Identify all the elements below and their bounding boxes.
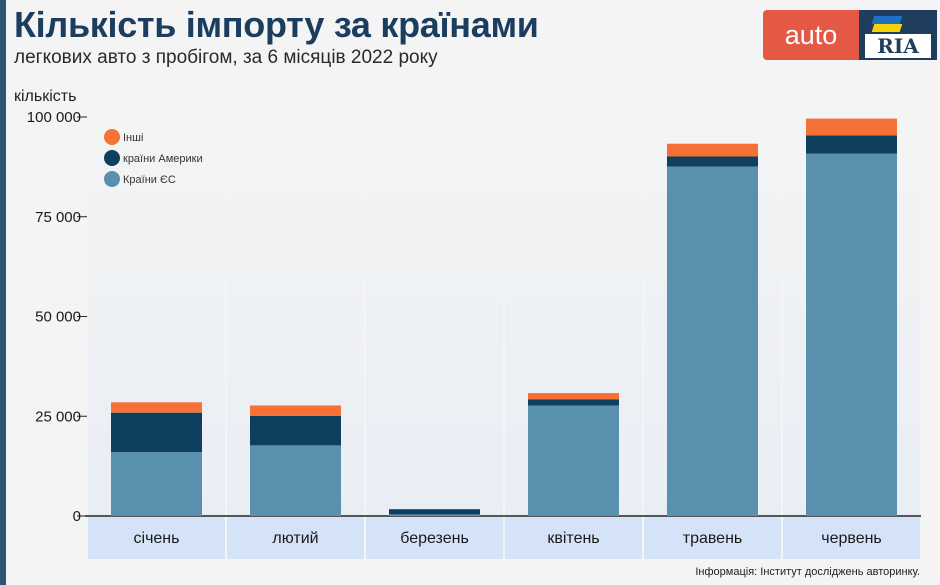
bar-segment <box>111 402 202 413</box>
y-tick-label: 75 000 <box>35 209 81 226</box>
bar-segment <box>528 399 619 406</box>
legend-marker <box>104 171 120 187</box>
legend-label: Інші <box>123 132 143 144</box>
logo-ria-text: RIA <box>865 34 931 58</box>
x-category-label: квітень <box>547 530 599 547</box>
y-tick-label: 0 <box>73 508 81 525</box>
bar-segment <box>806 135 897 154</box>
x-category-label: березень <box>400 530 469 547</box>
logo-auto-text: auto <box>763 10 859 60</box>
bar-segment <box>250 405 341 416</box>
bar-segment <box>389 509 480 515</box>
bar-segment <box>667 166 758 516</box>
legend-label: країни Америки <box>123 153 203 165</box>
category-band <box>227 517 364 559</box>
bar-segment <box>250 415 341 446</box>
bar-segment <box>111 452 202 516</box>
chart-subtitle: легкових авто з пробігом, за 6 місяців 2… <box>14 47 438 68</box>
bar-segment <box>806 118 897 136</box>
category-column-bg <box>366 107 503 516</box>
left-accent-stripe <box>0 0 6 585</box>
x-category-label: травень <box>683 530 743 547</box>
bar-segment <box>250 445 341 516</box>
category-band <box>644 517 781 559</box>
category-band <box>366 517 503 559</box>
autoria-logo: auto RIA <box>763 10 937 60</box>
category-band <box>505 517 642 559</box>
category-band <box>88 517 225 559</box>
legend-marker <box>104 150 120 166</box>
legend-marker <box>104 129 120 145</box>
bar-segment <box>528 393 619 400</box>
bar-segment <box>667 143 758 157</box>
category-band <box>783 517 920 559</box>
bar-segment <box>806 153 897 516</box>
y-axis-label: кількість <box>14 88 77 105</box>
bar-segment <box>389 514 480 516</box>
chart-title: Кількість імпорту за країнами <box>14 4 539 45</box>
source-note: Інформація: Інститут досліджень авторинк… <box>695 566 920 578</box>
legend-label: Країни ЄС <box>123 174 176 186</box>
y-tick-label: 50 000 <box>35 309 81 326</box>
x-category-label: лютий <box>272 530 318 547</box>
y-tick-label: 25 000 <box>35 408 81 425</box>
bar-segment <box>528 405 619 516</box>
x-category-label: січень <box>134 530 180 547</box>
x-category-label: червень <box>821 530 882 547</box>
bar-segment <box>111 412 202 453</box>
y-tick-label: 100 000 <box>27 109 81 126</box>
logo-ria-badge: RIA <box>859 10 937 60</box>
bar-segment <box>667 156 758 167</box>
